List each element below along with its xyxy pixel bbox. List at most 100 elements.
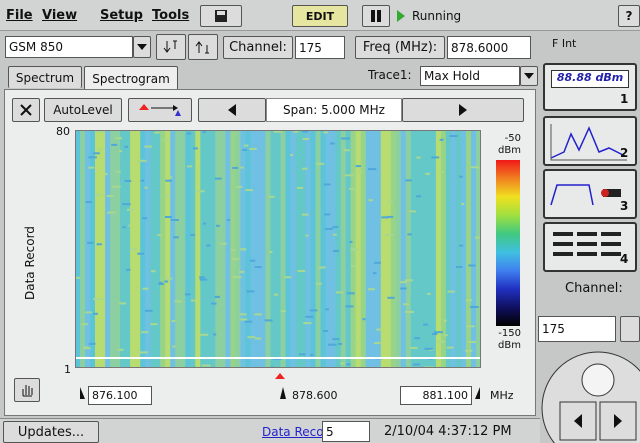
pan-button[interactable] [14, 378, 40, 402]
right-marker [474, 387, 480, 399]
spectrogram-column [200, 130, 206, 368]
scale-bottom-label: -150 [489, 328, 521, 339]
span-right-button[interactable] [402, 98, 524, 122]
spectrogram-column [276, 130, 282, 368]
standard-select[interactable]: GSM 850 [5, 36, 133, 58]
menu-file[interactable]: File [6, 8, 33, 23]
hand-icon [20, 383, 34, 397]
spectrogram-noise [141, 331, 148, 333]
spectrogram-noise [373, 272, 377, 274]
spectrogram-noise [336, 291, 344, 293]
spectrogram-column [195, 130, 201, 368]
pause-button[interactable] [362, 5, 390, 27]
spectrogram-noise [248, 336, 256, 338]
span-left-button[interactable] [198, 98, 266, 122]
spectrogram-noise [129, 225, 132, 227]
channel-input[interactable]: 175 [295, 36, 345, 59]
edit-button[interactable]: EDIT [292, 5, 348, 27]
spectrogram-noise [303, 322, 311, 324]
help-button[interactable]: ? [618, 5, 640, 27]
spectrogram-noise [122, 203, 131, 205]
spectrogram-noise [93, 313, 98, 315]
marker-button[interactable] [128, 98, 192, 122]
spectrogram-noise [425, 173, 430, 175]
spectrogram-noise [354, 343, 357, 345]
y-top-label: 80 [56, 125, 70, 138]
spectrogram-noise [461, 203, 464, 205]
keypad-button[interactable] [620, 316, 640, 342]
updates-button[interactable]: Updates... [3, 421, 99, 443]
spectrogram-noise [269, 196, 275, 198]
spectrogram-noise [465, 350, 472, 352]
freq-input[interactable]: 878.6000 [447, 36, 531, 59]
dropdown-arrow [137, 43, 147, 51]
spectrogram-column [281, 130, 287, 368]
spectrogram-noise [200, 279, 208, 281]
menu-view[interactable]: View [42, 8, 77, 23]
channel-button[interactable]: Channel: [223, 36, 293, 59]
arrow-down-button[interactable] [156, 34, 186, 60]
spectrogram-column [271, 130, 277, 368]
menu-setup[interactable]: Setup [100, 8, 143, 23]
spectrogram-column [125, 130, 131, 368]
spectrogram-noise [444, 334, 448, 336]
spectrogram-noise [347, 292, 355, 294]
spectrogram-noise [437, 341, 445, 343]
spectrogram-noise [127, 209, 134, 211]
spectrogram-noise [414, 337, 420, 339]
spectrogram-noise [76, 277, 80, 279]
spectrogram-column [85, 130, 91, 368]
trace-dropdown[interactable] [520, 66, 538, 86]
spectrogram-noise [265, 319, 273, 321]
spectrogram-noise [142, 288, 148, 290]
spectrogram-noise [255, 338, 261, 340]
menu-tools[interactable]: Tools [152, 8, 189, 23]
spectrogram-noise [247, 290, 255, 292]
spectrogram-noise [387, 297, 394, 299]
spectrogram-noise [416, 157, 420, 159]
close-button[interactable] [12, 98, 40, 122]
spectrogram-noise [310, 309, 318, 311]
color-scale [496, 160, 520, 326]
arrow-up-button[interactable] [188, 34, 218, 60]
x-right-input[interactable]: 881.100 [400, 386, 472, 405]
spectrogram-noise [434, 331, 443, 333]
data-record-input[interactable]: 5 [322, 421, 370, 442]
spectrogram-noise [449, 135, 457, 137]
autolevel-button[interactable]: AutoLevel [44, 98, 122, 122]
spectrogram-noise [83, 346, 88, 348]
spectrogram-noise [351, 265, 355, 267]
spectrogram-noise [145, 310, 153, 312]
spectrogram-noise [274, 294, 278, 296]
side-channel-input[interactable]: 175 [538, 316, 616, 342]
spectrogram-column [225, 130, 231, 368]
tab-spectrogram[interactable]: Spectrogram [84, 66, 178, 90]
trace-select[interactable]: Max Hold [420, 66, 520, 86]
spectrogram-column [406, 130, 412, 368]
spectrogram-noise [345, 174, 354, 176]
pause-icon [370, 10, 382, 22]
run-status: Running [412, 9, 461, 23]
spectrogram-noise [203, 131, 206, 133]
spectrogram-noise [250, 260, 255, 262]
spectrogram-noise [440, 139, 444, 141]
spectrogram-noise [96, 194, 102, 196]
spectrogram-noise [169, 177, 172, 179]
arrow-down-icon [163, 39, 179, 55]
save-button[interactable] [200, 5, 242, 27]
x-left-input[interactable]: 876.100 [88, 386, 152, 405]
side-button-3: 3 [620, 199, 628, 213]
spectrogram-column [291, 130, 297, 368]
spectrogram-noise [232, 258, 240, 260]
spectrogram-noise [330, 143, 335, 145]
standard-dropdown[interactable] [133, 36, 151, 58]
spectrogram-column [110, 130, 116, 368]
spectrogram-column [471, 130, 477, 368]
spectrogram-noise [202, 365, 211, 367]
left-arrow [227, 104, 237, 116]
current-record-line [75, 357, 481, 359]
tab-spectrum[interactable]: Spectrum [8, 66, 82, 88]
spectrogram-noise [125, 146, 129, 148]
freq-button[interactable]: Freq (MHz): [355, 36, 445, 59]
f-int-label: F Int [552, 37, 576, 50]
